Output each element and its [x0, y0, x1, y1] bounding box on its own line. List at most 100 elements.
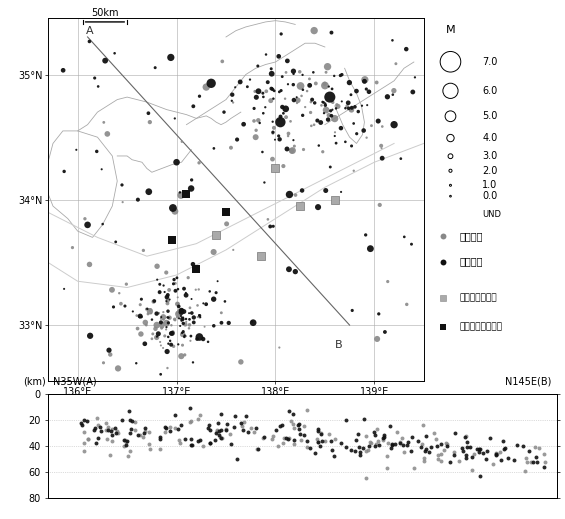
Point: [120, 442, 129, 450]
Point: [314, 438, 323, 446]
Point: [275, 344, 284, 352]
Point: [475, 447, 484, 456]
Point: [436, 457, 445, 466]
Point: [252, 425, 261, 433]
Point: [320, 437, 329, 445]
Point: [291, 267, 300, 276]
Point: [323, 62, 332, 71]
Point: [439, 446, 448, 455]
Point: [406, 447, 415, 455]
Point: [214, 430, 223, 439]
Point: [163, 296, 172, 305]
Point: [281, 113, 290, 121]
Point: [540, 449, 549, 458]
Point: [260, 179, 269, 187]
Point: [446, 112, 455, 120]
Point: [492, 448, 501, 457]
Point: [324, 111, 333, 119]
Point: [116, 299, 125, 308]
Point: [147, 316, 157, 324]
Point: [289, 440, 298, 448]
Point: [236, 78, 245, 86]
Point: [193, 301, 202, 309]
Point: [68, 243, 77, 252]
Point: [297, 436, 306, 444]
Point: [166, 426, 175, 434]
Point: [211, 436, 220, 444]
Point: [101, 418, 110, 427]
Point: [479, 448, 488, 457]
Point: [289, 80, 298, 89]
Point: [427, 443, 436, 451]
Point: [250, 117, 259, 125]
Point: [361, 474, 370, 482]
Point: [211, 231, 220, 239]
Point: [319, 98, 328, 106]
Point: [281, 105, 290, 113]
Point: [349, 167, 358, 175]
Point: [162, 319, 171, 327]
Point: [162, 293, 171, 301]
Point: [332, 139, 341, 147]
Point: [419, 454, 428, 462]
Point: [163, 347, 172, 356]
Point: [167, 340, 176, 349]
Point: [316, 118, 325, 127]
Point: [302, 406, 311, 414]
Point: [167, 236, 176, 244]
Point: [327, 112, 336, 120]
Point: [241, 412, 250, 420]
Point: [198, 442, 207, 450]
Point: [302, 443, 311, 452]
Point: [250, 428, 259, 436]
Point: [282, 145, 292, 153]
Point: [281, 94, 290, 103]
Point: [285, 190, 294, 199]
Point: [254, 87, 263, 95]
Point: [127, 425, 136, 433]
Point: [289, 410, 298, 418]
Point: [163, 364, 172, 372]
Point: [175, 436, 184, 444]
Point: [212, 426, 221, 434]
Point: [261, 103, 270, 112]
Point: [383, 452, 392, 460]
Point: [259, 433, 268, 442]
Point: [171, 316, 180, 324]
Point: [159, 344, 168, 352]
Point: [164, 313, 173, 322]
Point: [370, 428, 379, 436]
Point: [389, 120, 398, 129]
Point: [131, 418, 140, 426]
Point: [220, 297, 229, 306]
Point: [342, 102, 351, 111]
Point: [295, 429, 304, 438]
Point: [156, 370, 165, 378]
Point: [164, 333, 173, 341]
Point: [164, 286, 173, 294]
Point: [395, 439, 404, 447]
Point: [79, 447, 88, 455]
Point: [492, 450, 501, 459]
Point: [164, 313, 173, 322]
Point: [224, 319, 233, 327]
Point: [388, 90, 397, 99]
Point: [352, 130, 361, 138]
Point: [327, 437, 336, 445]
Point: [160, 332, 170, 340]
Point: [179, 307, 188, 316]
Point: [180, 435, 189, 444]
Point: [285, 407, 294, 415]
Point: [279, 109, 288, 117]
Point: [178, 330, 187, 338]
Point: [111, 238, 120, 246]
Point: [182, 189, 191, 198]
Point: [377, 154, 386, 162]
Point: [60, 167, 69, 175]
Point: [174, 302, 183, 310]
Point: [133, 196, 142, 204]
Point: [438, 257, 447, 266]
Point: [331, 434, 340, 443]
Point: [154, 309, 163, 317]
Point: [298, 86, 307, 94]
